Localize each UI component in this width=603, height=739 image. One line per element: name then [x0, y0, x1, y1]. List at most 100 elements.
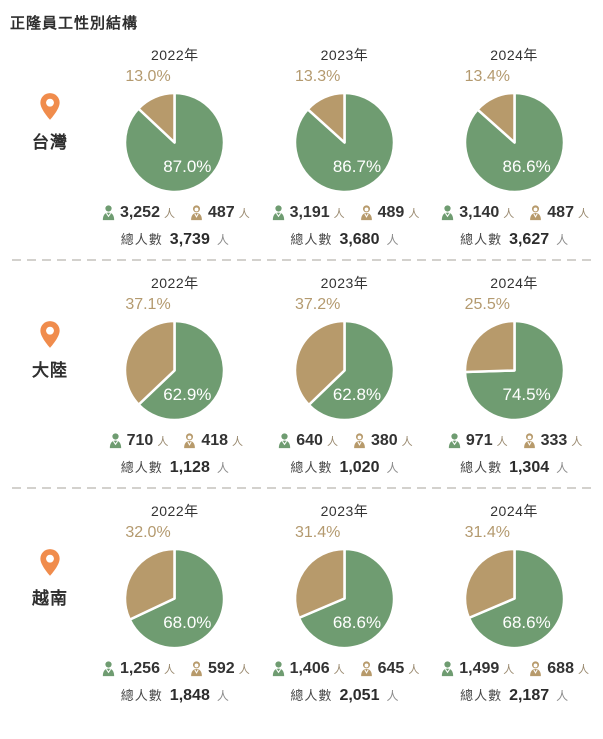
total-row: 總人數 1,304 人: [429, 457, 599, 477]
female-slice: [463, 319, 516, 374]
total-count: 1,128: [169, 459, 210, 476]
male-slice: [297, 547, 396, 650]
female-stat: 688 人: [527, 660, 589, 678]
male-count: 710: [126, 432, 154, 449]
person-unit: 人: [386, 233, 399, 247]
male-icon: [109, 433, 121, 449]
female-stat: 592 人: [188, 660, 250, 678]
pie-block: 37.1% 62.9%: [122, 296, 227, 423]
male-count: 971: [465, 432, 493, 449]
female-slice: [124, 319, 177, 406]
total-label: 總人數: [460, 460, 503, 475]
location-pin-icon: [40, 92, 60, 120]
person-unit: 人: [401, 436, 413, 448]
chart-cell: 2023年 37.2% 62.8% 640 人 380 人總人數 1,020 人: [260, 269, 430, 477]
female-count: 487: [547, 204, 574, 221]
gender-counts-row: 3,140 人 487 人: [429, 204, 599, 222]
total-row: 總人數 3,680 人: [260, 229, 430, 249]
male-slice: [128, 547, 226, 650]
female-count: 380: [370, 432, 398, 449]
male-icon: [442, 661, 454, 677]
total-count: 1,848: [169, 687, 210, 704]
person-unit: 人: [408, 664, 420, 676]
charts-container: 2022年 13.0% 87.0% 3,252 人 487 人總人數 3,739 人 2023年 1…: [90, 41, 599, 249]
male-slice: [293, 91, 396, 194]
female-icon: [360, 661, 372, 677]
gender-counts-row: 710 人 418 人: [90, 432, 260, 450]
female-count: 688: [547, 660, 574, 677]
chart-cell: 2022年 13.0% 87.0% 3,252 人 487 人總人數 3,739 人: [90, 41, 260, 249]
pie-chart: [463, 547, 565, 650]
person-unit: 人: [408, 208, 420, 220]
male-stat: 3,140 人: [439, 204, 514, 222]
total-row: 總人數 3,627 人: [429, 229, 599, 249]
male-stat: 1,406 人: [270, 660, 345, 678]
male-slice: [467, 547, 565, 650]
female-percent-label: 31.4%: [464, 524, 510, 541]
row-divider: [12, 487, 597, 489]
chart-cell: 2024年 25.5% 74.5% 971 人 333 人總人數 1,304 人: [429, 269, 599, 477]
male-count: 640: [296, 432, 323, 449]
female-stat: 333 人: [521, 432, 582, 450]
total-row: 總人數 2,051 人: [260, 685, 430, 705]
total-label: 總人數: [460, 232, 503, 247]
pie-chart: [463, 91, 565, 194]
pie-block: 31.4% 68.6%: [292, 524, 397, 651]
female-icon: [191, 205, 202, 221]
male-slice: [463, 91, 565, 194]
person-unit: 人: [496, 436, 508, 448]
pie-chart: [293, 547, 396, 650]
chart-year-label: 2024年: [490, 275, 538, 291]
gender-counts-row: 1,256 人 592 人: [90, 660, 260, 678]
male-percent-label: 86.6%: [502, 157, 551, 176]
female-count: 489: [377, 204, 405, 221]
total-count: 2,187: [509, 687, 550, 704]
male-percent-label: 86.7%: [332, 157, 382, 176]
chart-grid: 台灣 2022年 13.0% 87.0% 3,252 人 487 人總人數 3,739 人 2023…: [10, 39, 599, 711]
person-unit: 人: [556, 689, 569, 703]
region-column: 台灣: [10, 41, 90, 249]
pie-block: 13.3% 86.7%: [292, 68, 397, 195]
chart-cell: 2024年 31.4% 68.6% 1,499 人 688 人總人數 2,187 人: [429, 497, 599, 705]
female-stat: 487 人: [527, 204, 589, 222]
female-icon: [530, 205, 542, 221]
total-label: 總人數: [290, 460, 333, 475]
male-icon: [442, 205, 454, 221]
female-stat: 489 人: [358, 204, 420, 222]
female-count: 333: [540, 432, 568, 449]
male-slice: [137, 319, 226, 422]
male-stat: 3,191 人: [270, 204, 345, 222]
female-percent-label: 31.4%: [294, 524, 341, 541]
total-count: 3,680: [339, 231, 380, 248]
chart-year-label: 2024年: [490, 503, 538, 519]
male-count: 1,406: [289, 660, 330, 677]
male-percent-label: 74.5%: [502, 385, 551, 404]
person-unit: 人: [386, 689, 399, 703]
total-label: 總人數: [460, 688, 503, 703]
person-unit: 人: [157, 436, 169, 448]
page-title: 正隆員工性別結構: [10, 15, 139, 32]
person-unit: 人: [216, 689, 229, 703]
total-label: 總人數: [120, 460, 163, 475]
male-percent-label: 68.6%: [332, 613, 382, 632]
male-count: 1,256: [119, 660, 160, 677]
female-slice: [463, 547, 516, 620]
female-percent-label: 25.5%: [464, 296, 510, 313]
person-unit: 人: [216, 461, 229, 475]
charts-container: 2022年 37.1% 62.9% 710 人 418 人總人數 1,128 人 2023年 37.…: [90, 269, 599, 477]
male-percent-label: 68.6%: [502, 613, 551, 632]
chart-year-label: 2022年: [150, 275, 199, 291]
male-stat: 3,252 人: [100, 204, 175, 222]
total-row: 總人數 2,187 人: [429, 685, 599, 705]
male-icon: [102, 205, 115, 221]
female-slice: [137, 91, 177, 144]
person-unit: 人: [163, 664, 175, 676]
chart-year-label: 2022年: [150, 47, 199, 63]
row-divider: [12, 259, 597, 261]
chart-year-label: 2024年: [490, 47, 538, 63]
male-percent-label: 68.0%: [163, 613, 212, 632]
person-unit: 人: [238, 208, 250, 220]
female-percent-label: 37.2%: [294, 296, 341, 313]
total-label: 總人數: [120, 232, 163, 247]
person-unit: 人: [577, 208, 589, 220]
